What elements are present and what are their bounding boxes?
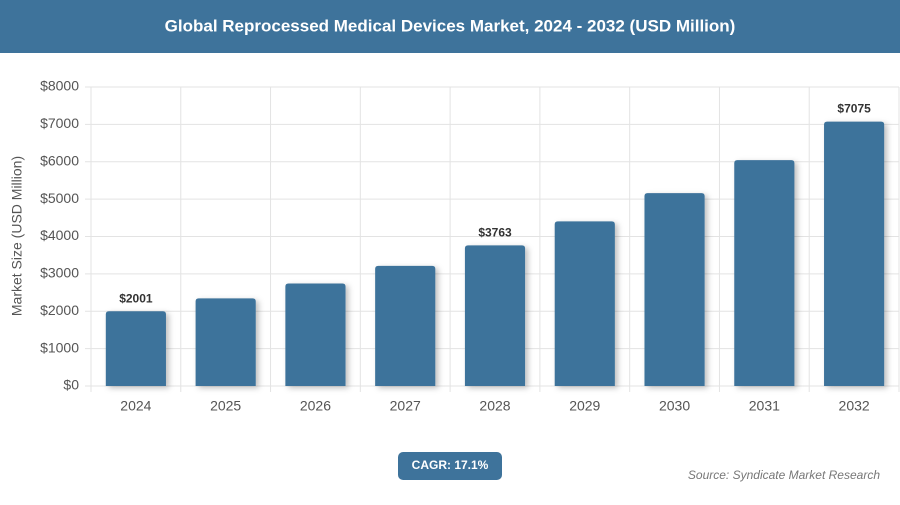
x-tick-label: 2030 <box>659 398 690 414</box>
x-tick-label: 2031 <box>749 398 780 414</box>
bar <box>375 265 436 386</box>
x-tick-label: 2029 <box>569 398 600 414</box>
header-bar <box>0 0 900 53</box>
bar <box>644 193 705 386</box>
bar <box>285 283 346 386</box>
x-tick-label: 2032 <box>839 398 870 414</box>
bar <box>195 298 256 386</box>
y-tick-label: $6000 <box>40 152 79 168</box>
bar <box>464 245 526 386</box>
x-tick-label: 2027 <box>390 398 421 414</box>
value-label: $7075 <box>837 102 871 116</box>
x-tick-label: 2028 <box>479 398 510 414</box>
y-tick-label: $4000 <box>40 227 79 243</box>
chart-title: Global Reprocessed Medical Devices Marke… <box>165 16 736 35</box>
bar <box>105 311 166 386</box>
value-label: $2001 <box>119 291 153 305</box>
bar <box>554 221 615 386</box>
y-tick-label: $8000 <box>40 78 79 94</box>
y-tick-label: $5000 <box>40 190 79 206</box>
plot: $0 $1000 $2000 $3000 $4000 $5000 $6000 $7000 $80… <box>40 78 900 414</box>
bar <box>734 160 795 386</box>
value-label: $3763 <box>478 226 512 240</box>
y-tick-label: $3000 <box>40 265 79 281</box>
x-tick-label: 2025 <box>210 398 241 414</box>
y-axis-label: Market Size (USD Million) <box>9 156 25 316</box>
y-tick-label: $2000 <box>40 302 79 318</box>
bar <box>824 121 885 387</box>
y-tick-label: $7000 <box>40 115 79 131</box>
cagr-badge <box>398 452 502 480</box>
y-tick-label: $1000 <box>40 339 79 355</box>
x-tick-label: 2026 <box>300 398 331 414</box>
y-tick-label: $0 <box>63 377 79 393</box>
x-tick-label: 2024 <box>120 398 151 414</box>
source: Source: Syndicate Market Research <box>688 468 880 482</box>
cagr-label: CAGR: 17.1% <box>412 458 489 472</box>
